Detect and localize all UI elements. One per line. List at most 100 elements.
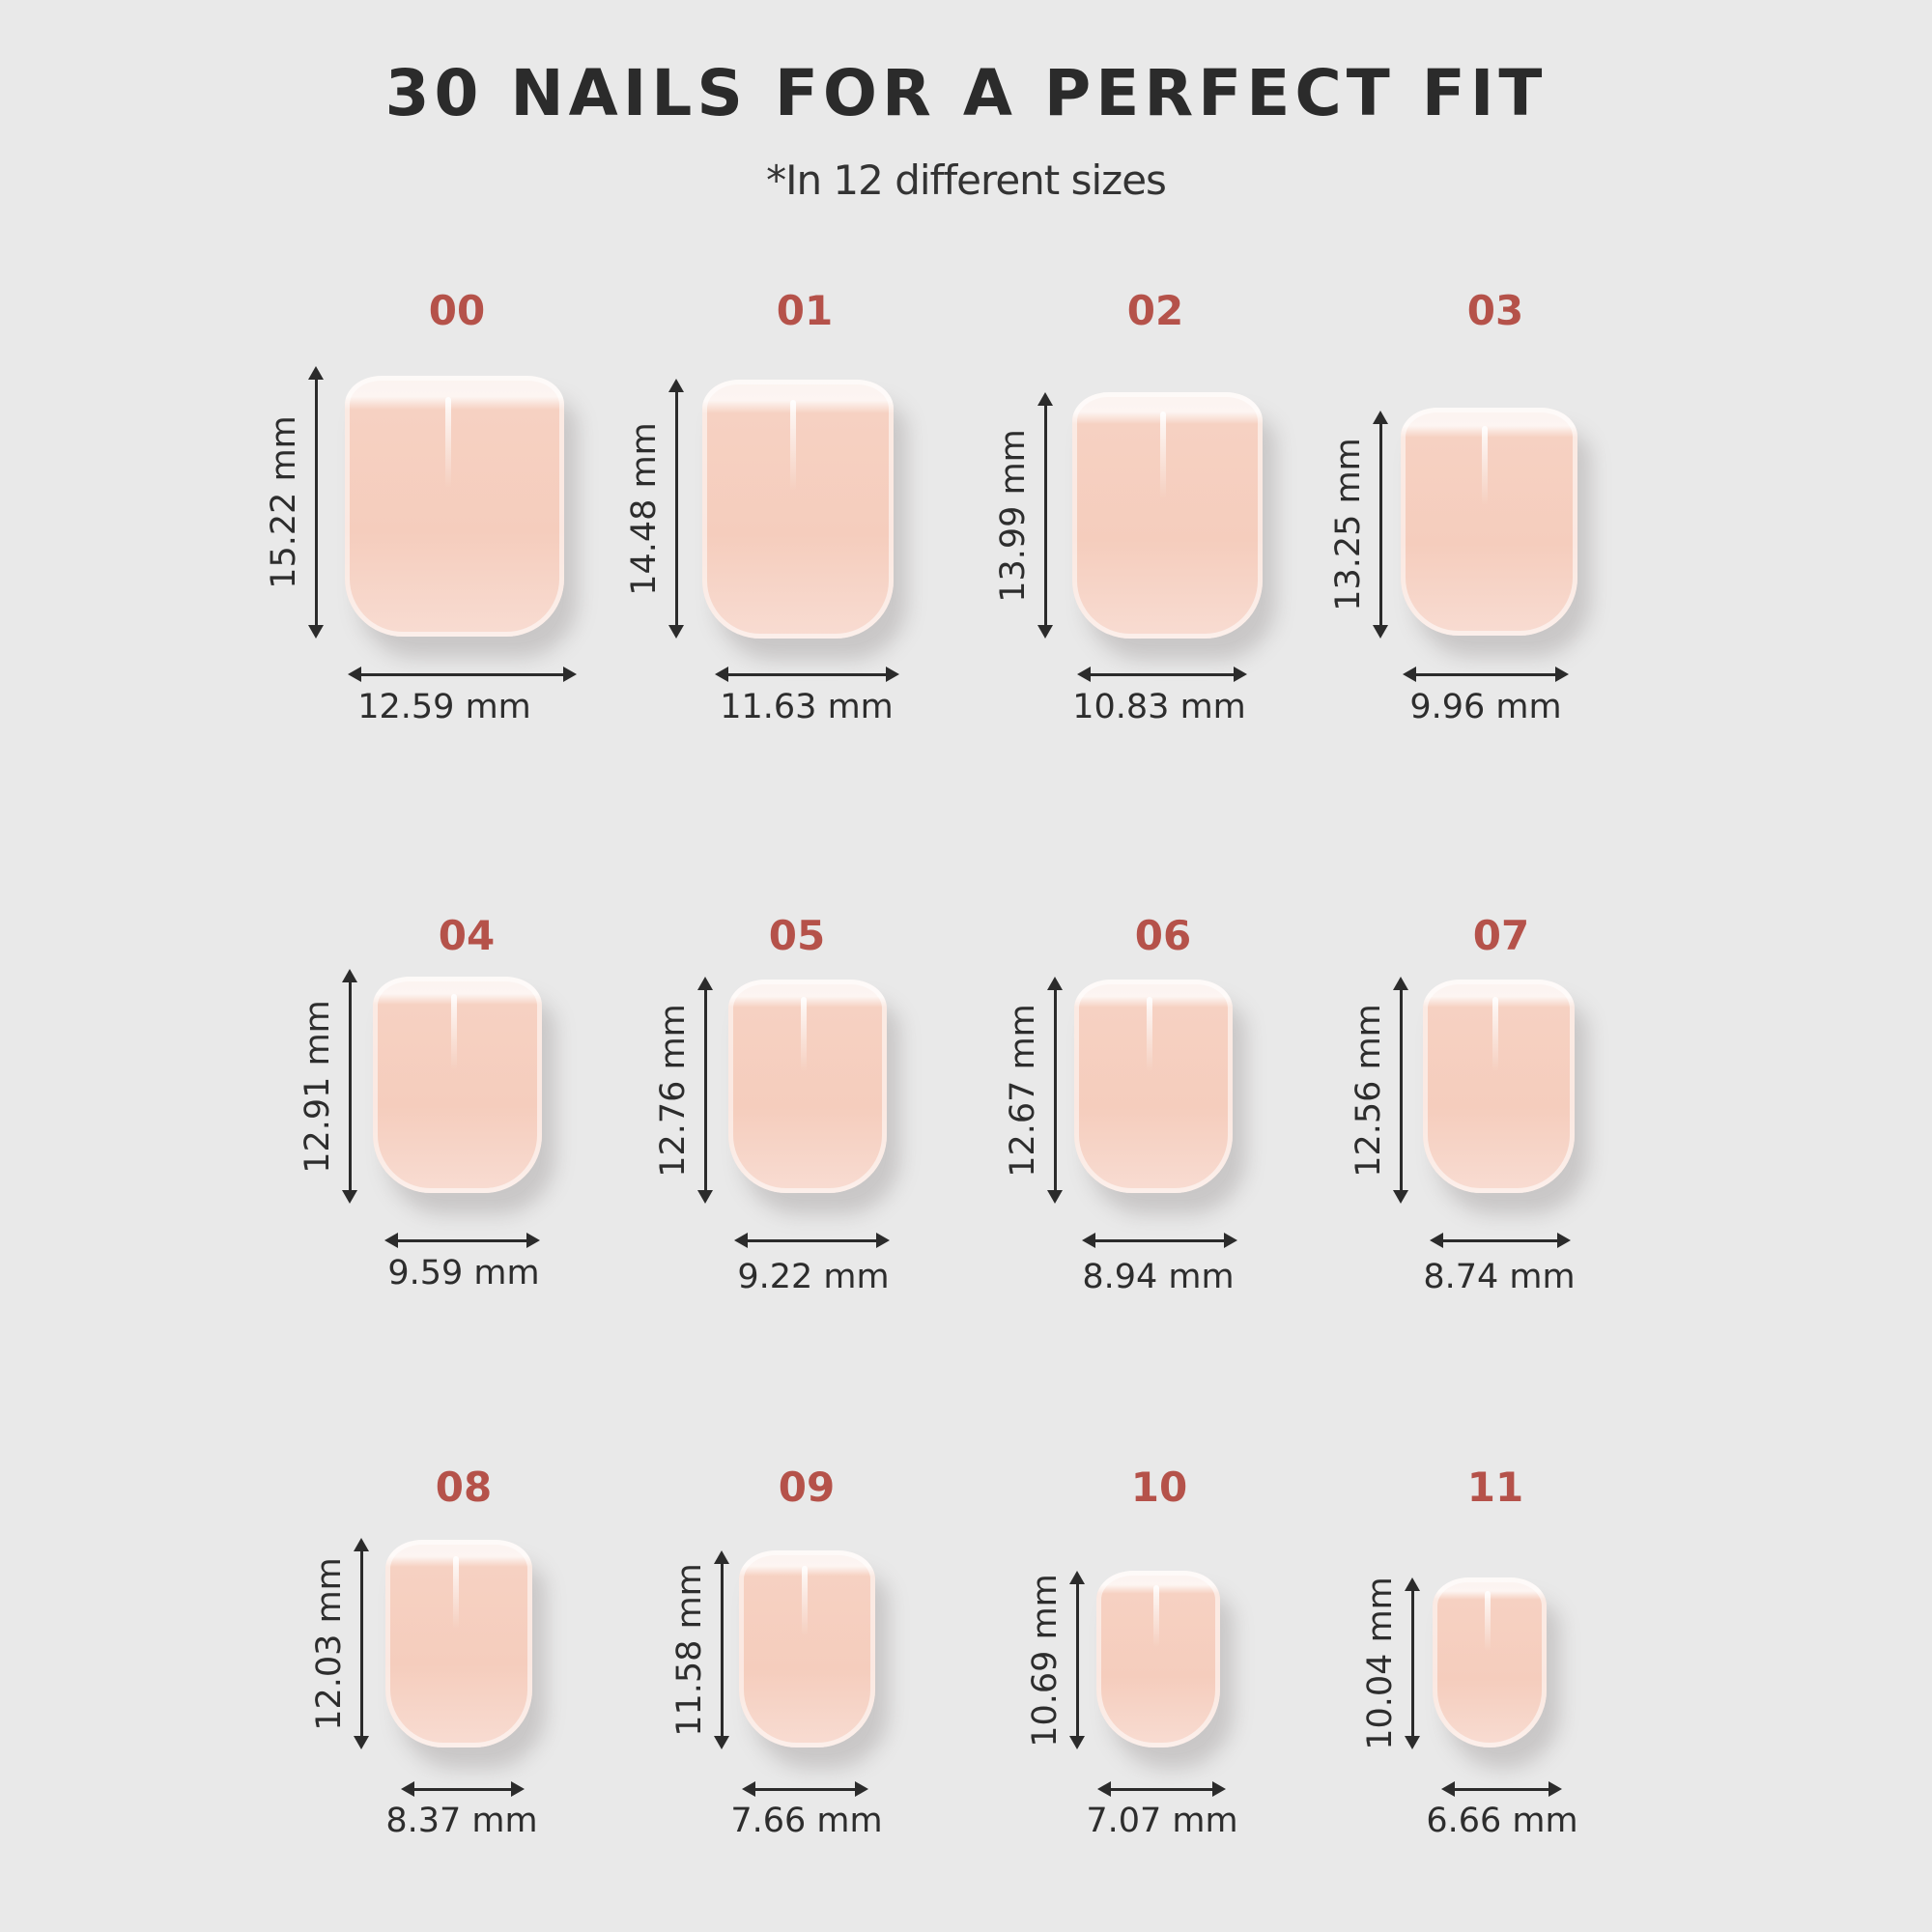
height-dimension-line — [1379, 416, 1382, 633]
height-measurement: 13.25 mm — [1329, 438, 1368, 611]
width-dimension-line — [1083, 673, 1241, 676]
arrow-left-icon — [1077, 667, 1091, 682]
size-label: 09 — [778, 1463, 836, 1511]
height-dimension-line — [721, 1556, 724, 1744]
arrow-right-icon — [511, 1781, 525, 1797]
arrow-down-icon — [1047, 1190, 1063, 1204]
height-measurement: 12.76 mm — [654, 1003, 693, 1178]
width-measurement: 8.74 mm — [1423, 1258, 1576, 1296]
arrow-down-icon — [1373, 625, 1388, 639]
size-label: 00 — [428, 287, 486, 334]
width-measurement: 7.07 mm — [1086, 1802, 1238, 1840]
size-label: 03 — [1466, 287, 1524, 334]
size-label: 06 — [1134, 912, 1192, 959]
arrow-up-icon — [1037, 392, 1053, 406]
nail-image — [728, 980, 887, 1193]
height-measurement: 12.03 mm — [310, 1556, 349, 1731]
arrow-left-icon — [742, 1781, 755, 1797]
width-dimension-line — [1408, 673, 1563, 676]
nail-image — [373, 977, 542, 1193]
arrow-down-icon — [342, 1190, 357, 1204]
nail-image — [1423, 980, 1575, 1193]
height-dimension-line — [349, 975, 352, 1198]
arrow-right-icon — [855, 1781, 868, 1797]
arrow-left-icon — [1430, 1233, 1443, 1248]
arrow-left-icon — [348, 667, 361, 682]
size-label: 10 — [1130, 1463, 1188, 1511]
arrow-right-icon — [1557, 1233, 1571, 1248]
arrow-left-icon — [715, 667, 728, 682]
width-measurement: 12.59 mm — [357, 688, 531, 726]
nail-image — [1072, 392, 1263, 639]
arrow-left-icon — [1082, 1233, 1095, 1248]
width-measurement: 9.96 mm — [1409, 688, 1562, 726]
arrow-down-icon — [668, 625, 684, 639]
nail-image — [1401, 408, 1577, 636]
height-measurement: 10.04 mm — [1361, 1577, 1400, 1750]
width-dimension-line — [1447, 1788, 1556, 1791]
width-dimension-line — [1435, 1239, 1565, 1242]
arrow-left-icon — [401, 1781, 414, 1797]
arrow-left-icon — [1403, 667, 1416, 682]
width-measurement: 8.94 mm — [1082, 1258, 1235, 1296]
height-dimension-line — [675, 384, 678, 633]
arrow-up-icon — [1373, 411, 1388, 424]
size-label: 08 — [435, 1463, 493, 1511]
height-measurement: 14.48 mm — [625, 421, 664, 596]
arrow-down-icon — [714, 1736, 729, 1749]
nail-image — [1074, 980, 1233, 1193]
arrow-up-icon — [354, 1538, 369, 1551]
height-dimension-line — [315, 372, 318, 633]
arrow-right-icon — [1555, 667, 1569, 682]
arrow-left-icon — [734, 1233, 748, 1248]
width-dimension-line — [1103, 1788, 1220, 1791]
height-dimension-line — [1400, 982, 1403, 1198]
nail-image — [385, 1540, 532, 1747]
arrow-down-icon — [1037, 625, 1053, 639]
arrow-right-icon — [526, 1233, 540, 1248]
width-dimension-line — [1088, 1239, 1232, 1242]
height-measurement: 12.67 mm — [1004, 1003, 1042, 1178]
arrow-up-icon — [1405, 1577, 1420, 1591]
width-dimension-line — [721, 673, 894, 676]
arrow-down-icon — [354, 1736, 369, 1749]
arrow-up-icon — [1069, 1571, 1085, 1584]
arrow-right-icon — [1224, 1233, 1237, 1248]
arrow-down-icon — [1405, 1736, 1420, 1749]
arrow-right-icon — [886, 667, 899, 682]
height-dimension-line — [1054, 982, 1057, 1198]
arrow-up-icon — [1393, 977, 1408, 990]
width-dimension-line — [748, 1788, 863, 1791]
height-measurement: 12.91 mm — [298, 999, 337, 1174]
nail-image — [1096, 1571, 1220, 1747]
width-measurement: 6.66 mm — [1426, 1802, 1578, 1840]
nail-image — [1433, 1577, 1547, 1747]
arrow-up-icon — [308, 366, 324, 380]
width-dimension-line — [390, 1239, 534, 1242]
height-measurement: 12.56 mm — [1350, 1003, 1388, 1178]
height-dimension-line — [704, 982, 707, 1198]
arrow-down-icon — [308, 625, 324, 639]
nail-image — [739, 1550, 875, 1747]
page-subtitle: *In 12 different sizes — [766, 156, 1167, 204]
height-dimension-line — [1411, 1583, 1414, 1744]
page-title: 30 NAILS FOR A PERFECT FIT — [384, 56, 1548, 130]
arrow-up-icon — [1047, 977, 1063, 990]
width-measurement: 8.37 mm — [385, 1802, 538, 1840]
height-measurement: 11.58 mm — [670, 1563, 709, 1737]
arrow-down-icon — [1393, 1190, 1408, 1204]
size-label: 04 — [438, 912, 496, 959]
height-dimension-line — [360, 1544, 363, 1744]
height-measurement: 10.69 mm — [1026, 1573, 1065, 1747]
arrow-down-icon — [1069, 1736, 1085, 1749]
arrow-left-icon — [1441, 1781, 1455, 1797]
size-label: 02 — [1126, 287, 1184, 334]
width-dimension-line — [407, 1788, 519, 1791]
arrow-left-icon — [384, 1233, 398, 1248]
arrow-up-icon — [714, 1550, 729, 1564]
width-measurement: 7.66 mm — [730, 1802, 883, 1840]
width-dimension-line — [740, 1239, 884, 1242]
arrow-right-icon — [876, 1233, 890, 1248]
size-label: 05 — [768, 912, 826, 959]
size-label: 01 — [776, 287, 834, 334]
